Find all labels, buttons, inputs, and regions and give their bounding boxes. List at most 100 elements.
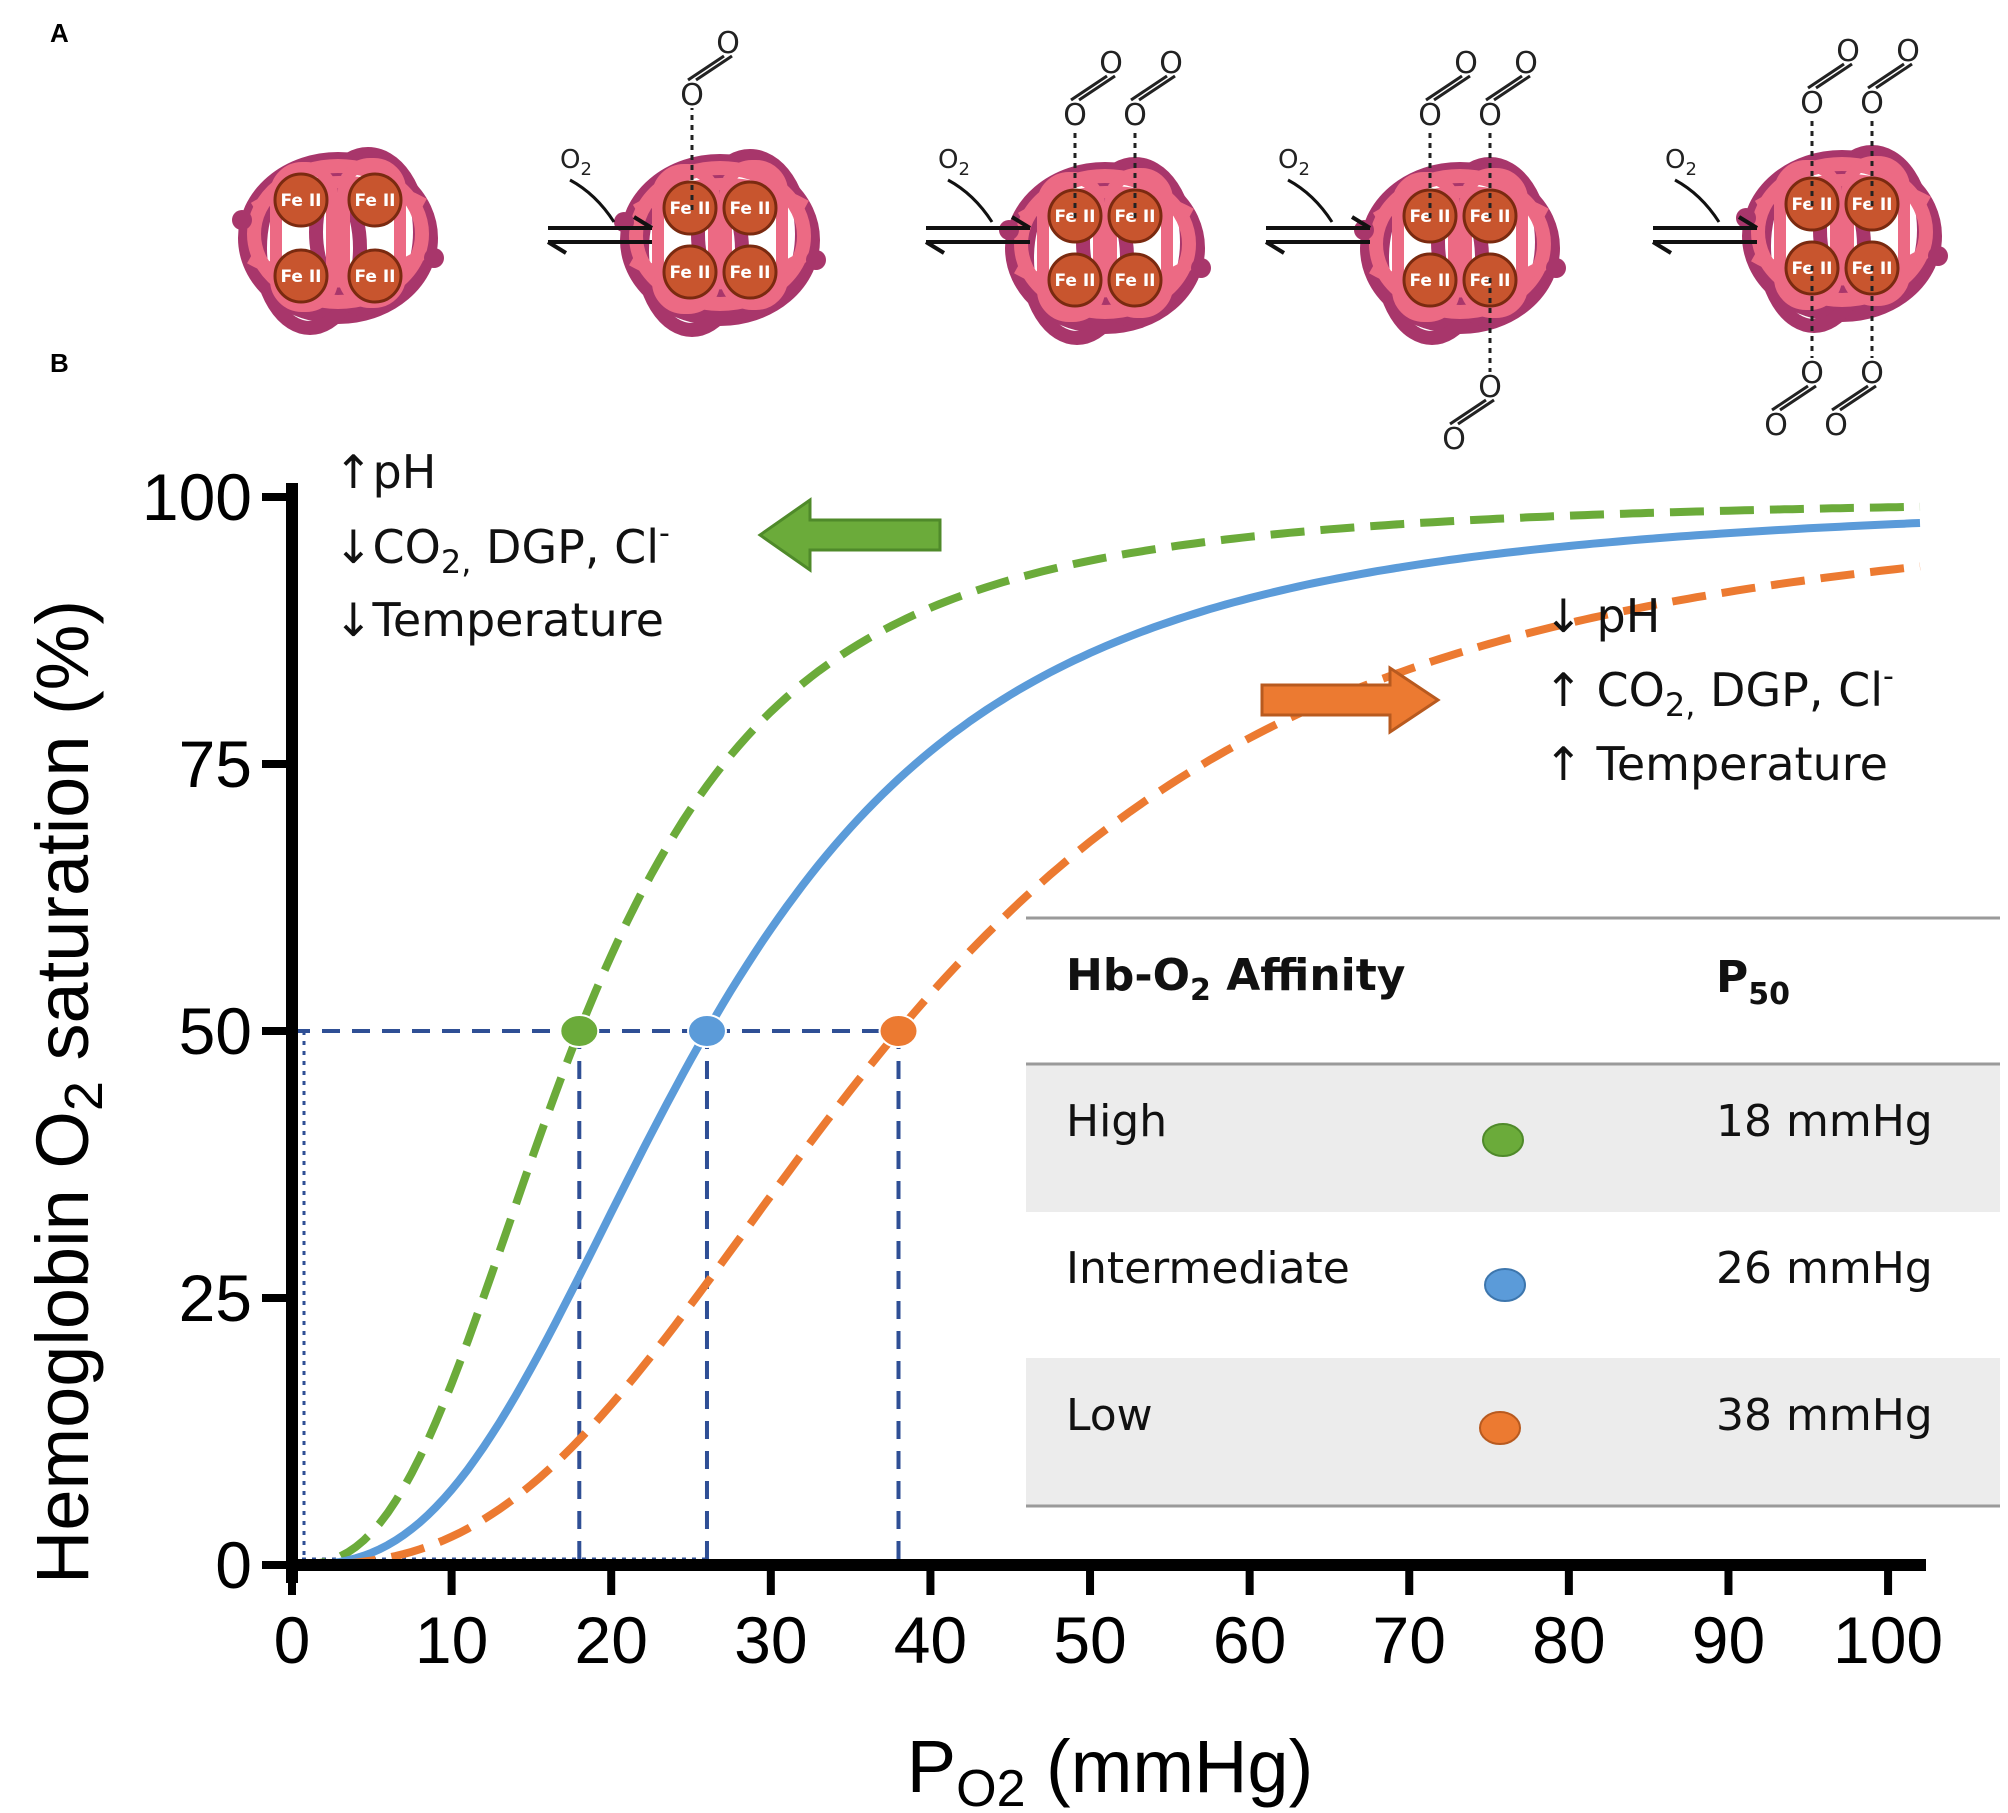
x-tick-label-10: 10 (415, 1603, 488, 1677)
right-shift-conditions: ↓ pH ↑ CO2, DGP, Cl- ↑ Temperature (1260, 589, 1894, 791)
x-axis-label: PO2 (mmHg) (907, 1725, 1313, 1813)
x-tick-label-30: 30 (734, 1603, 807, 1677)
protein-ribbon-end (1191, 258, 1211, 278)
protein-ribbon (1372, 186, 1549, 224)
iron-label: Fe II (280, 191, 321, 211)
legend-dot-intermediate (1484, 1268, 1526, 1302)
oxygen-atom: O (1836, 34, 1860, 69)
p50-point-intermediate (686, 1014, 727, 1048)
panel-label-a: A (50, 18, 69, 48)
p50-point-high (559, 1014, 600, 1048)
oxygen-double-bond (1425, 74, 1463, 102)
protein-ribbon (1842, 156, 1910, 306)
x-tick-label-100: 100 (1833, 1603, 1943, 1677)
oxygen-atom: O (1824, 408, 1848, 443)
right-condition-co2: ↑ CO2, DGP, Cl- (1544, 659, 1894, 724)
oxygen-entry-arrow (569, 178, 616, 223)
table-header-affinity: Hb-O2 Affinity (1066, 950, 1405, 1008)
right-condition-ph: ↓ pH (1544, 589, 1660, 643)
oxygen-double-bond (1070, 74, 1108, 102)
protein-ribbon (247, 246, 430, 288)
curve-low (292, 562, 1921, 1569)
forward-arrowhead (632, 215, 654, 230)
iron-label: Fe II (729, 263, 770, 283)
p50-point-low (878, 1014, 919, 1048)
iron-label: Fe II (669, 199, 710, 219)
y-tick-label-50: 50 (179, 994, 252, 1068)
axes: 0 25 50 75 100 0 10 20 30 40 50 60 70 80 90 100 (142, 460, 1943, 1677)
oxygen-double-bond (1493, 74, 1531, 102)
iron-label: Fe II (280, 267, 321, 287)
oxygen-atom: O (1442, 422, 1466, 457)
left-shift-conditions: ↑pH ↓CO2, DGP, Cl- ↓Temperature (334, 445, 942, 647)
iron-atom (273, 172, 329, 228)
oxygen-atom: O (1123, 98, 1147, 133)
oxygen-double-bond (1771, 384, 1809, 412)
o2-label: O2 (560, 145, 592, 180)
iron-atom (722, 244, 778, 300)
protein-ribbon (1105, 168, 1173, 318)
left-condition-temperature: ↓Temperature (334, 593, 664, 647)
x-tick-label-50: 50 (1053, 1603, 1126, 1677)
iron-label: Fe II (1054, 271, 1095, 291)
protein-ribbon (1014, 256, 1197, 298)
iron-label: Fe II (729, 199, 770, 219)
oxygen-double-bond (695, 54, 733, 82)
table-p50-high: 18 mmHg (1716, 1096, 1933, 1147)
y-tick-label-75: 75 (179, 727, 252, 801)
left-condition-co2: ↓CO2, DGP, Cl- (334, 516, 670, 581)
left-shift-arrow (757, 497, 942, 573)
protein-ribbon-end (806, 250, 826, 270)
table-affinity-high: High (1066, 1096, 1167, 1147)
protein-ribbon (1369, 256, 1552, 298)
oxygen-double-bond (1867, 62, 1905, 90)
protein-ribbon-end (232, 210, 252, 230)
reverse-arrowhead (1264, 240, 1286, 255)
iron-atom (662, 244, 718, 300)
protein-ribbon (247, 159, 429, 309)
protein-ribbon (1774, 160, 1842, 310)
protein-ribbon (1369, 169, 1551, 319)
equilibrium-arrow-1: O2 (546, 145, 654, 255)
protein-ribbon (629, 248, 812, 290)
iron-atom (1402, 252, 1458, 308)
oxygen-atom: O (1800, 86, 1824, 121)
oxygen-atom: O (1063, 98, 1087, 133)
oxygen-atom: O (1454, 46, 1478, 81)
oxygen-atom: O (1800, 356, 1824, 391)
right-condition-temperature: ↑ Temperature (1544, 737, 1888, 791)
protein-ribbon-end (1928, 246, 1948, 266)
curve-intermediate (292, 519, 1921, 1569)
oxygen-double-bond (1807, 62, 1845, 90)
protein-ribbon (629, 161, 811, 311)
protein-ribbon (1017, 186, 1194, 224)
oxygen-atom: O (1478, 98, 1502, 133)
protein-ribbon (1751, 157, 1933, 307)
iron-atom (662, 180, 718, 236)
protein-ribbon-end (424, 248, 444, 268)
oxygen-atom: O (716, 26, 740, 61)
protein-ribbon (1754, 174, 1931, 212)
iron-label: Fe II (354, 267, 395, 287)
y-tick-label-100: 100 (142, 460, 252, 534)
x-tick-label-70: 70 (1373, 1603, 1446, 1677)
right-shift-arrow (1260, 665, 1441, 735)
oxygen-double-bond (1130, 74, 1168, 102)
o2-label: O2 (938, 145, 970, 180)
protein-ribbon-end (1546, 258, 1566, 278)
table-header-p50: P50 (1716, 952, 1790, 1012)
oxygen-double-bond (1078, 74, 1116, 102)
protein-ribbon (1460, 168, 1528, 318)
legend-dot-low (1479, 1411, 1521, 1445)
iron-atom (347, 172, 403, 228)
oxygen-double-bond (1839, 384, 1877, 412)
panel-label-b: B (50, 348, 69, 378)
iron-atom (1107, 252, 1163, 308)
reverse-arrowhead (1651, 240, 1673, 255)
oxygen-atom: O (1896, 34, 1920, 69)
oxygen-atom: O (680, 78, 704, 113)
